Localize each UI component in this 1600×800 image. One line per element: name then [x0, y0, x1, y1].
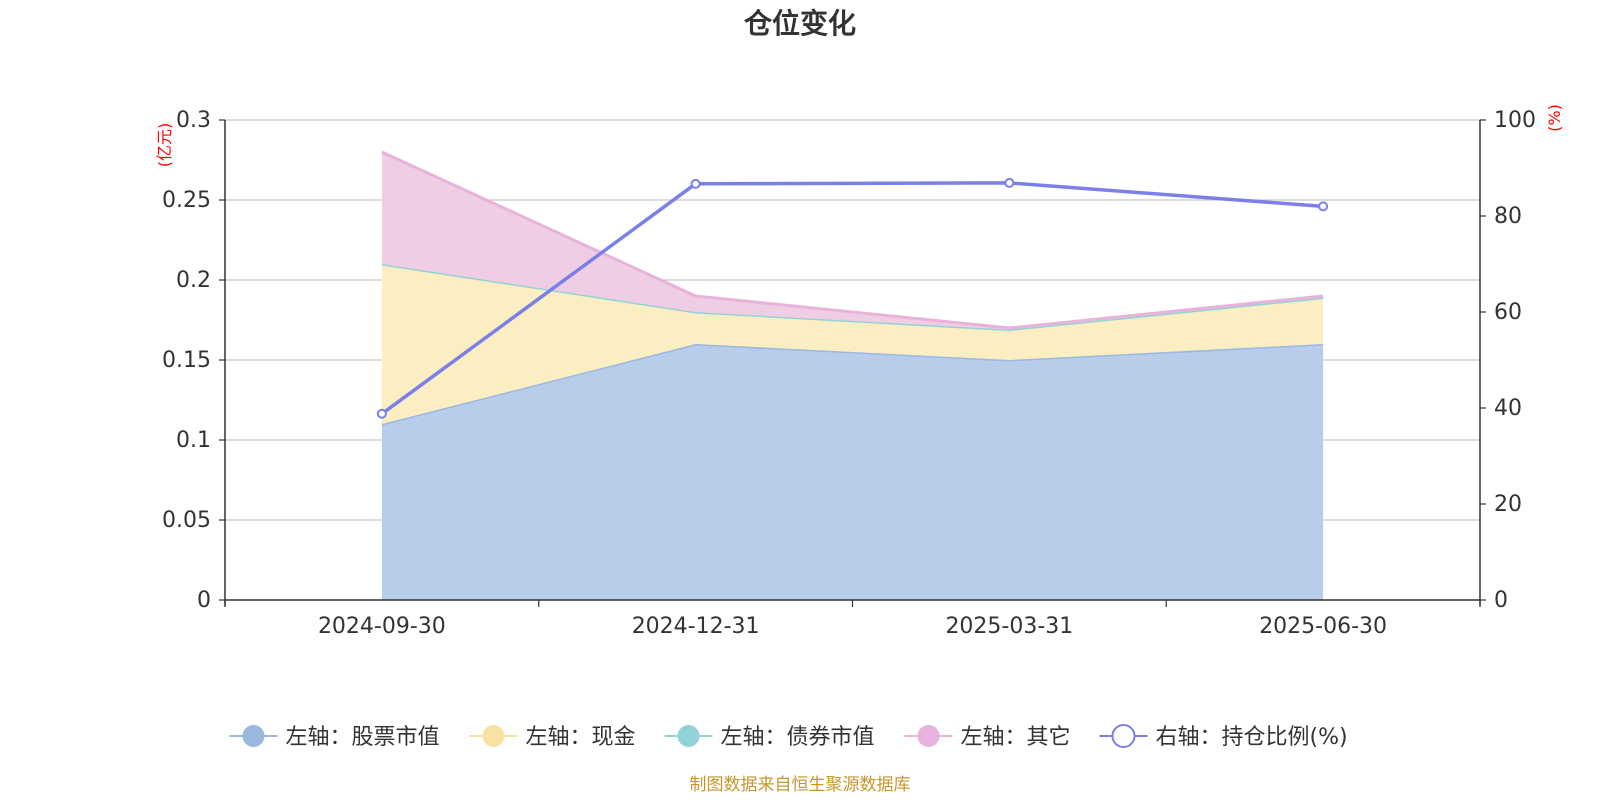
left-axis-tick-label: 0.25: [162, 188, 211, 213]
legend-label: 左轴：其它: [961, 725, 1071, 750]
x-axis-tick-label: 2025-06-30: [1259, 614, 1387, 639]
left-axis-tick-label: 0.2: [176, 268, 211, 293]
left-axis-tick-label: 0.3: [176, 108, 211, 133]
x-axis-tick-label: 2025-03-31: [945, 614, 1073, 639]
chart-title: 仓位变化: [744, 7, 856, 40]
legend-item: 左轴：股票市值: [229, 725, 440, 750]
right-axis-unit: (%): [1545, 104, 1564, 132]
right-axis-tick-label: 100: [1494, 108, 1536, 133]
line-series: [376, 177, 1329, 419]
area-fill: [381, 152, 1324, 330]
area-line: [381, 150, 1324, 330]
legend-item: 左轴：现金: [469, 725, 636, 750]
legend-item: 右轴：持仓比例(%): [1099, 724, 1348, 750]
ratio-point: [1004, 177, 1015, 188]
left-axis-unit: (亿元): [155, 123, 174, 168]
right-axis-tick-label: 0: [1494, 588, 1508, 613]
left-axis-tick-label: 0.1: [176, 428, 211, 453]
legend: 左轴：股票市值 左轴：现金 左轴：债券市值 左轴：其它 右轴：持仓比例(%): [229, 724, 1348, 750]
ratio-line: [380, 181, 1324, 416]
legend-marker: [917, 725, 940, 747]
legend-marker: [1111, 724, 1136, 748]
left-axis-tick-label: 0.05: [162, 508, 211, 533]
right-axis-tick-label: 40: [1494, 396, 1522, 421]
legend-label: 左轴：债券市值: [721, 725, 875, 750]
legend-item: 左轴：债券市值: [664, 725, 875, 750]
right-axis-tick-label: 80: [1494, 204, 1522, 229]
ratio-point: [376, 408, 387, 419]
axes: 0 0.05 0.1 0.15 0.2 0.25 0.3 0 20 40 60 80 100 2024-0…: [162, 108, 1536, 639]
legend-label: 左轴：现金: [526, 725, 636, 750]
legend-label: 右轴：持仓比例(%): [1156, 725, 1348, 750]
area-fill: [381, 344, 1324, 600]
right-axis-tick-label: 20: [1494, 492, 1522, 517]
left-axis-tick-label: 0: [197, 588, 211, 613]
legend-marker: [677, 725, 700, 747]
area-fill: [381, 264, 1324, 424]
left-axis-tick-label: 0.15: [162, 348, 211, 373]
source-note: 制图数据来自恒生聚源数据库: [690, 775, 911, 795]
area-series: [381, 150, 1324, 600]
ratio-point: [690, 178, 701, 189]
legend-label: 左轴：股票市值: [286, 725, 440, 750]
legend-marker: [242, 725, 265, 747]
right-axis-tick-label: 60: [1494, 300, 1522, 325]
legend-item: 左轴：其它: [904, 725, 1071, 750]
x-axis-tick-label: 2024-12-31: [632, 614, 760, 639]
x-axis-tick-label: 2024-09-30: [318, 614, 446, 639]
legend-marker: [482, 725, 505, 747]
ratio-point: [1318, 201, 1329, 212]
